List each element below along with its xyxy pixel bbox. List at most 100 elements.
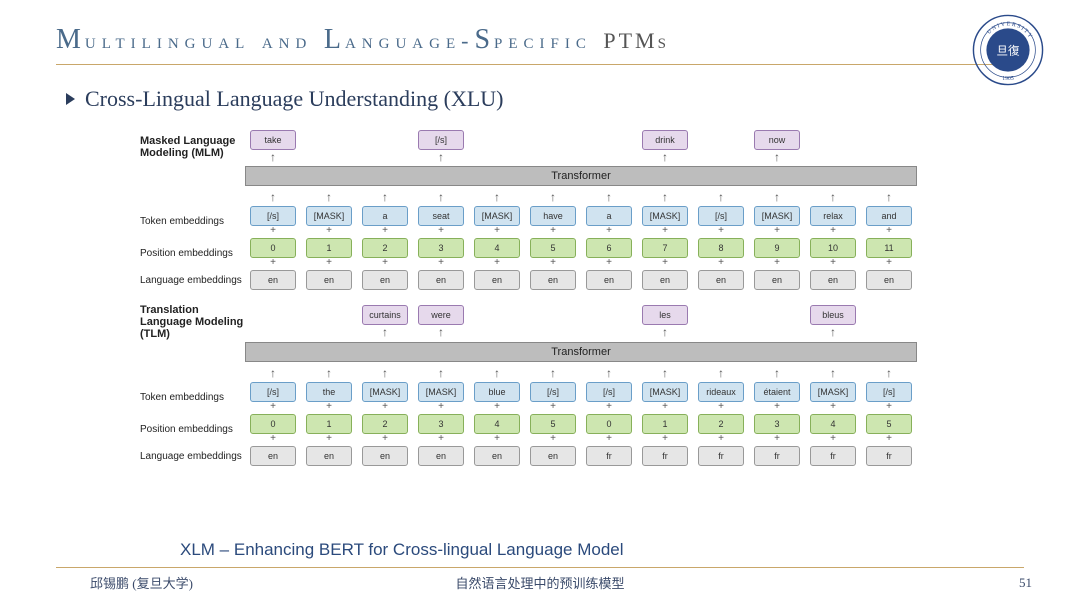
arrow-icon: ↑ xyxy=(718,190,724,204)
embedding-token: 1 xyxy=(642,414,688,434)
arrow-icon: ↑ xyxy=(830,325,836,339)
output-token: take xyxy=(250,130,296,150)
embedding-token: étaient xyxy=(754,382,800,402)
plus-icon: + xyxy=(662,258,668,268)
arrow-icon: ↑ xyxy=(886,366,892,380)
arrow-icon: ↑ xyxy=(662,325,668,339)
arrow-icon: ↑ xyxy=(606,190,612,204)
plus-icon: + xyxy=(830,226,836,236)
embedding-token: fr xyxy=(754,446,800,466)
plus-icon: + xyxy=(382,402,388,412)
embedding-token: [MASK] xyxy=(306,206,352,226)
embedding-row-label: Position embeddings xyxy=(140,424,245,435)
embedding-token: en xyxy=(642,270,688,290)
svg-text:旦復: 旦復 xyxy=(996,43,1020,57)
output-token xyxy=(810,130,856,150)
embedding-token: en xyxy=(810,270,856,290)
arrow-icon: ↑ xyxy=(774,366,780,380)
embedding-token: 10 xyxy=(810,238,856,258)
embedding-token: 0 xyxy=(250,238,296,258)
output-token: were xyxy=(418,305,464,325)
embedding-token: [MASK] xyxy=(362,382,408,402)
embedding-token: en xyxy=(250,270,296,290)
embedding-token: en xyxy=(362,446,408,466)
arrow-icon: ↑ xyxy=(438,325,444,339)
header: Multilingual and Language-Specific PTMs xyxy=(56,24,1024,65)
plus-icon: + xyxy=(606,402,612,412)
arrow-icon: ↑ xyxy=(494,366,500,380)
embedding-token: en xyxy=(418,270,464,290)
arrow-icon: ↑ xyxy=(774,150,780,164)
output-token xyxy=(474,305,520,325)
arrow-icon: ↑ xyxy=(326,366,332,380)
output-token: les xyxy=(642,305,688,325)
plus-icon: + xyxy=(774,258,780,268)
plus-icon: + xyxy=(886,402,892,412)
output-token xyxy=(698,305,744,325)
plus-icon: + xyxy=(382,226,388,236)
title-rule xyxy=(56,64,1024,65)
embedding-token: [/s] xyxy=(250,382,296,402)
plus-icon: + xyxy=(494,226,500,236)
arrow-icon: ↑ xyxy=(494,190,500,204)
plus-icon: + xyxy=(662,434,668,444)
embedding-token: en xyxy=(474,270,520,290)
plus-icon: + xyxy=(606,226,612,236)
arrow-icon: ↑ xyxy=(830,366,836,380)
transformer-bar: Transformer xyxy=(245,342,917,362)
embedding-token: and xyxy=(866,206,912,226)
subtitle-row: Cross-Lingual Language Understanding (XL… xyxy=(66,86,504,112)
embedding-row-label: Language embeddings xyxy=(140,451,245,462)
arrow-icon: ↑ xyxy=(662,366,668,380)
embedding-token: the xyxy=(306,382,352,402)
plus-icon: + xyxy=(270,226,276,236)
arrow-icon: ↑ xyxy=(886,190,892,204)
output-token xyxy=(866,305,912,325)
embedding-row-label: Token embeddings xyxy=(140,392,245,403)
embedding-token: [/s] xyxy=(586,382,632,402)
embedding-token: en xyxy=(474,446,520,466)
arrow-icon: ↑ xyxy=(662,150,668,164)
output-token: bleus xyxy=(810,305,856,325)
university-logo: 旦復 UNIVERSITY 1905 xyxy=(972,14,1044,86)
plus-icon: + xyxy=(606,258,612,268)
plus-icon: + xyxy=(550,226,556,236)
embedding-token: 0 xyxy=(586,414,632,434)
plus-icon: + xyxy=(830,258,836,268)
embedding-token: en xyxy=(306,270,352,290)
arrow-icon: ↑ xyxy=(382,190,388,204)
plus-icon: + xyxy=(438,402,444,412)
embedding-token: [MASK] xyxy=(754,206,800,226)
plus-icon: + xyxy=(326,434,332,444)
plus-icon: + xyxy=(438,434,444,444)
plus-icon: + xyxy=(438,258,444,268)
plus-icon: + xyxy=(886,434,892,444)
plus-icon: + xyxy=(494,258,500,268)
embedding-token: 9 xyxy=(754,238,800,258)
embedding-token: [MASK] xyxy=(810,382,856,402)
embedding-token: en xyxy=(586,270,632,290)
page-number: 51 xyxy=(1019,575,1032,591)
embedding-token: [MASK] xyxy=(642,206,688,226)
embedding-token: 0 xyxy=(250,414,296,434)
embedding-token: 11 xyxy=(866,238,912,258)
arrow-icon: ↑ xyxy=(550,190,556,204)
bullet-triangle-icon xyxy=(66,93,75,105)
model-label: Translation Language Modeling (TLM) xyxy=(140,304,245,340)
embedding-token: 2 xyxy=(362,414,408,434)
plus-icon: + xyxy=(662,402,668,412)
embedding-token: [MASK] xyxy=(474,206,520,226)
plus-icon: + xyxy=(326,402,332,412)
embedding-token: 8 xyxy=(698,238,744,258)
embedding-token: 5 xyxy=(866,414,912,434)
plus-icon: + xyxy=(270,434,276,444)
arrow-icon: ↑ xyxy=(438,190,444,204)
embedding-token: [/s] xyxy=(250,206,296,226)
embedding-token: en xyxy=(362,270,408,290)
embedding-token: have xyxy=(530,206,576,226)
arrow-icon: ↑ xyxy=(270,366,276,380)
plus-icon: + xyxy=(382,434,388,444)
plus-icon: + xyxy=(774,434,780,444)
transformer-bar: Transformer xyxy=(245,166,917,186)
embedding-token: en xyxy=(866,270,912,290)
